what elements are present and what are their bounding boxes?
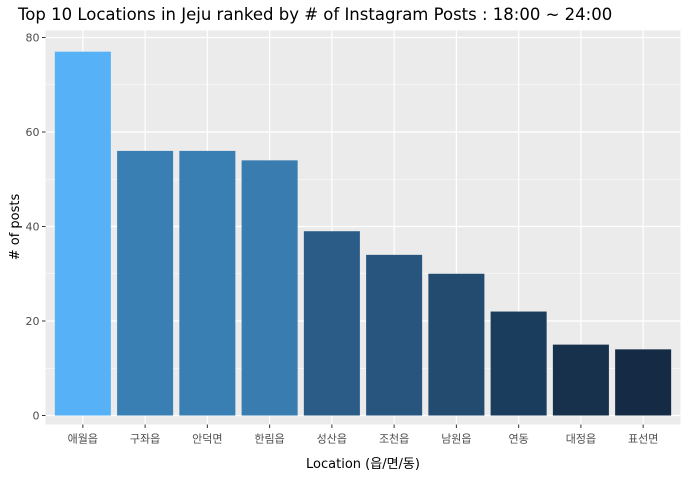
chart-title: Top 10 Locations in Jeju ranked by # of … bbox=[17, 5, 612, 24]
x-tick-label: 표선면 bbox=[628, 433, 658, 446]
x-axis: 애월읍 구좌읍 안덕면 한림읍 성산읍 조천읍 남원읍 연동 대정읍 표선면 bbox=[68, 424, 658, 446]
y-tick-label: 20 bbox=[26, 315, 40, 328]
bars bbox=[54, 51, 672, 416]
x-tick-label: 한림읍 bbox=[254, 433, 284, 446]
bar-8 bbox=[490, 311, 547, 416]
x-axis-title: Location (읍/면/동) bbox=[306, 457, 420, 472]
x-tick-label: 남원읍 bbox=[441, 433, 471, 446]
x-tick-label: 애월읍 bbox=[68, 433, 98, 446]
y-tick-label: 60 bbox=[26, 126, 40, 139]
y-tick-label: 80 bbox=[26, 32, 40, 45]
bar-1 bbox=[54, 51, 111, 416]
x-tick-label: 대정읍 bbox=[566, 433, 596, 446]
y-axis: 0 20 40 60 80 bbox=[26, 32, 46, 423]
bar-4 bbox=[241, 160, 298, 416]
bar-10 bbox=[615, 349, 672, 416]
bar-6 bbox=[366, 254, 423, 416]
bar-2 bbox=[117, 150, 174, 416]
bar-9 bbox=[552, 344, 609, 416]
bar-5 bbox=[303, 231, 360, 416]
y-axis-title: # of posts bbox=[8, 194, 23, 261]
x-tick-label: 연동 bbox=[509, 433, 529, 446]
x-tick-label: 안덕면 bbox=[192, 433, 222, 446]
x-tick-label: 조천읍 bbox=[379, 432, 409, 446]
y-tick-label: 40 bbox=[26, 221, 40, 234]
x-tick-label: 성산읍 bbox=[317, 433, 347, 446]
bar-7 bbox=[428, 273, 485, 416]
y-tick-label: 0 bbox=[33, 410, 40, 423]
x-tick-label: 구좌읍 bbox=[130, 433, 160, 446]
bar-3 bbox=[179, 150, 236, 416]
